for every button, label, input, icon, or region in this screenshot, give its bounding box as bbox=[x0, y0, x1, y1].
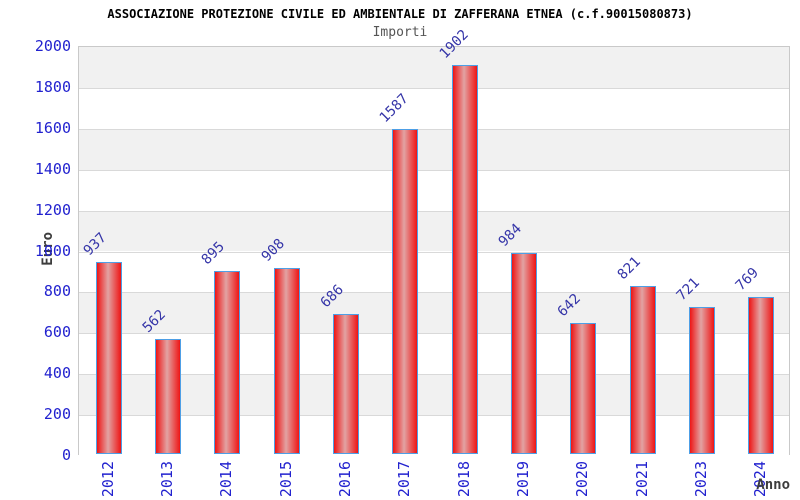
gridline bbox=[79, 210, 789, 212]
bar bbox=[451, 65, 478, 454]
chart-subtitle: Importi bbox=[372, 25, 428, 40]
bar bbox=[333, 313, 359, 454]
plot-band bbox=[79, 251, 789, 293]
x-tick-label: 2014 bbox=[217, 461, 236, 498]
y-tick-label: 2000 bbox=[34, 37, 71, 55]
plot-band bbox=[79, 87, 789, 129]
gridline bbox=[79, 251, 789, 253]
x-tick-label: 2013 bbox=[158, 461, 176, 498]
bar bbox=[392, 129, 419, 454]
plot-band bbox=[79, 128, 789, 170]
gridline bbox=[79, 333, 789, 335]
bar bbox=[155, 339, 181, 454]
plot-area: 937 562 895 908 686 1587 1902 984 642 821 721 769 bbox=[78, 27, 790, 456]
y-tick-label: 1200 bbox=[34, 200, 71, 219]
x-tick-label: 2017 bbox=[395, 461, 414, 498]
x-tick-label: 2015 bbox=[276, 461, 295, 498]
gridline bbox=[79, 374, 789, 376]
x-tick-label: 2016 bbox=[336, 461, 354, 498]
y-axis-ticks: 0 200 400 600 800 1000 1200 1400 1600 1800 2000 bbox=[0, 39, 71, 463]
y-tick-label: 600 bbox=[43, 323, 71, 342]
gridline bbox=[79, 128, 789, 130]
plot-band bbox=[79, 210, 789, 252]
bar bbox=[511, 252, 537, 454]
x-tick-label: 2019 bbox=[514, 461, 532, 498]
gridline bbox=[79, 415, 789, 417]
x-axis-title: Anno bbox=[756, 477, 790, 493]
bar bbox=[214, 270, 241, 454]
y-tick-label: 200 bbox=[43, 405, 71, 424]
y-tick-label: 800 bbox=[43, 282, 71, 301]
plot-band bbox=[79, 292, 789, 334]
bar bbox=[629, 286, 656, 454]
bar bbox=[570, 322, 597, 454]
bar bbox=[748, 296, 775, 454]
y-tick-label: 1600 bbox=[34, 118, 71, 137]
gridline bbox=[79, 292, 789, 294]
y-tick-label: 400 bbox=[43, 364, 71, 383]
y-tick-label: 1800 bbox=[34, 77, 71, 96]
chart-title: ASSOCIAZIONE PROTEZIONE CIVILE ED AMBIEN… bbox=[107, 7, 693, 21]
x-tick-label: 2018 bbox=[454, 461, 473, 498]
x-tick-label: 2023 bbox=[692, 461, 710, 498]
gridline bbox=[79, 87, 789, 89]
x-tick-label: 2020 bbox=[573, 461, 592, 498]
plot-band bbox=[79, 169, 789, 211]
y-tick-label: 1400 bbox=[34, 159, 71, 178]
x-axis-ticks: 2012 2013 2014 2015 2016 2017 2018 2019 2020 2021… bbox=[78, 461, 790, 500]
x-tick-label: 2012 bbox=[98, 461, 117, 498]
gridline bbox=[79, 169, 789, 171]
y-tick-label: 1000 bbox=[34, 241, 71, 260]
bar bbox=[95, 262, 122, 454]
plot-band bbox=[79, 47, 789, 88]
bar bbox=[273, 268, 300, 454]
y-tick-label: 0 bbox=[61, 446, 71, 464]
x-tick-label: 2021 bbox=[632, 461, 651, 498]
bar bbox=[689, 306, 715, 454]
plot-band bbox=[79, 333, 789, 375]
plot-band bbox=[79, 415, 789, 456]
plot-band bbox=[79, 374, 789, 416]
